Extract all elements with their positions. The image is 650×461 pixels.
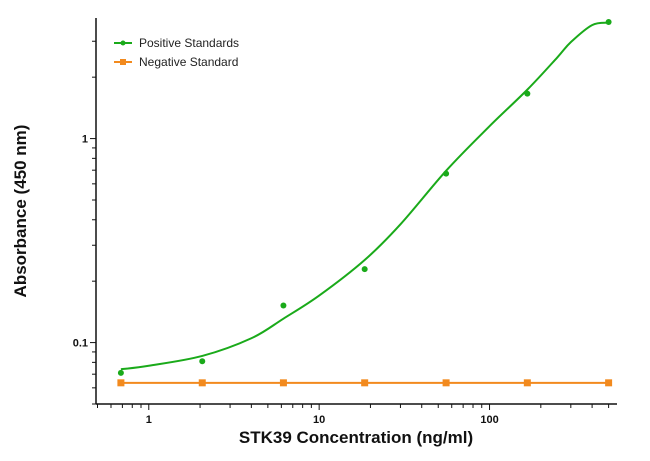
legend: Positive Standards Negative Standard bbox=[114, 36, 239, 69]
series-negative bbox=[117, 379, 613, 387]
data-point bbox=[279, 379, 287, 387]
data-point bbox=[442, 379, 450, 387]
data-point bbox=[117, 369, 124, 376]
data-point bbox=[605, 18, 612, 25]
legend-label: Positive Standards bbox=[139, 36, 239, 50]
legend-marker bbox=[120, 40, 126, 46]
plot-area bbox=[117, 18, 613, 387]
series-positive bbox=[117, 18, 612, 376]
y-tick-label: 1 bbox=[82, 134, 88, 146]
axes: 1 10 100 0.1 1 bbox=[73, 18, 617, 426]
data-point bbox=[443, 170, 450, 177]
legend-label: Negative Standard bbox=[139, 55, 238, 69]
y-tick-label: 0.1 bbox=[73, 338, 88, 350]
x-tick-label: 10 bbox=[313, 414, 325, 426]
data-point bbox=[117, 379, 125, 387]
data-point bbox=[361, 266, 368, 273]
legend-marker bbox=[120, 59, 126, 65]
fit-curve bbox=[120, 21, 609, 371]
data-point bbox=[198, 379, 206, 387]
x-axis-label: STK39 Concentration (ng/ml) bbox=[239, 428, 473, 447]
data-point bbox=[524, 90, 531, 97]
data-point bbox=[280, 302, 287, 309]
x-tick-label: 100 bbox=[480, 414, 498, 426]
data-point bbox=[361, 379, 369, 387]
data-point bbox=[523, 379, 531, 387]
data-point bbox=[199, 358, 206, 365]
y-axis-label: Absorbance (450 nm) bbox=[11, 125, 30, 298]
data-point bbox=[605, 379, 613, 387]
x-tick-label: 1 bbox=[146, 414, 152, 426]
